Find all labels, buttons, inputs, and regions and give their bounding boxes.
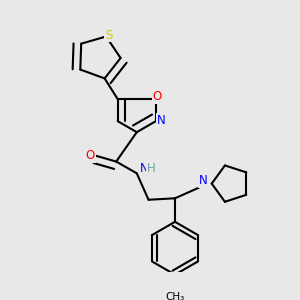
Text: N: N — [140, 162, 148, 176]
Text: N: N — [199, 174, 207, 187]
Text: CH₃: CH₃ — [165, 292, 184, 300]
Text: O: O — [86, 149, 95, 162]
Text: H: H — [147, 162, 156, 176]
Text: N: N — [157, 114, 166, 127]
Text: S: S — [105, 28, 113, 41]
Text: O: O — [153, 90, 162, 103]
